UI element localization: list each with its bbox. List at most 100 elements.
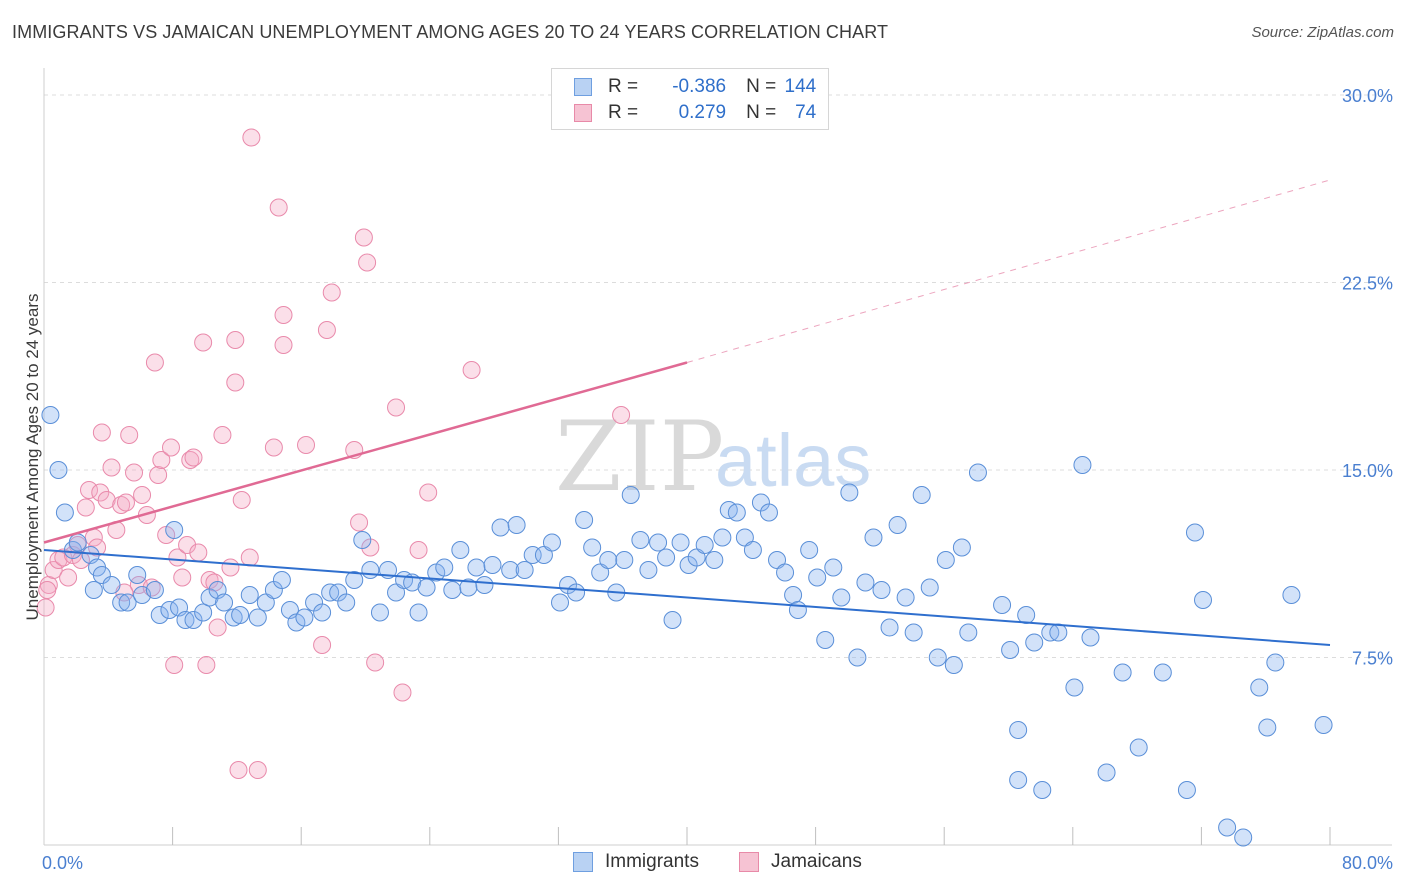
- immigrants-point: [784, 586, 803, 604]
- legend-swatch-jamaicans: [739, 852, 759, 872]
- jamaicans-point: [242, 128, 261, 147]
- immigrants-point: [1049, 623, 1068, 642]
- immigrants-point: [583, 538, 602, 557]
- legend-r-value: 0.279: [678, 102, 727, 123]
- jamaicans-point: [387, 398, 406, 417]
- jamaicans-point: [226, 331, 245, 349]
- jamaicans-point: [232, 491, 251, 509]
- immigrants-point: [993, 596, 1012, 614]
- immigrants-point: [1009, 771, 1028, 789]
- immigrants-point: [808, 568, 827, 587]
- jamaicans-point: [419, 483, 438, 502]
- jamaicans-point: [178, 536, 197, 554]
- immigrants-point: [353, 531, 372, 549]
- y-tick-label: 22.5%: [1342, 274, 1393, 294]
- immigrants-point: [501, 561, 520, 579]
- immigrants-point: [295, 608, 314, 627]
- immigrants-point: [542, 533, 561, 552]
- jamaicans-point: [221, 558, 240, 577]
- jamaicans-point: [165, 656, 184, 674]
- jamaicans-point: [125, 463, 144, 482]
- jamaicans-point: [189, 543, 208, 562]
- immigrants-point: [551, 593, 570, 612]
- immigrants-point: [491, 518, 510, 537]
- immigrants-point: [49, 461, 68, 479]
- grid-lines: [44, 94, 1392, 658]
- immigrants-point: [1194, 591, 1213, 609]
- immigrants-point: [337, 593, 356, 612]
- jamaicans-point: [313, 636, 332, 654]
- immigrants-point: [615, 551, 634, 569]
- immigrants-point: [41, 406, 60, 424]
- jamaicans-trend-line: [43, 361, 688, 544]
- immigrants-point: [567, 583, 586, 602]
- source-label: Source: ZipAtlas.com: [1251, 24, 1394, 41]
- immigrants-point: [1073, 456, 1092, 474]
- immigrants-point: [240, 586, 259, 604]
- jamaicans-point: [226, 373, 245, 392]
- legend-label-immigrants: Immigrants: [605, 851, 699, 872]
- immigrants-point: [1017, 606, 1036, 624]
- immigrants-point: [920, 578, 939, 597]
- y-tick-label: 30.0%: [1342, 86, 1393, 106]
- y-tick-label: 15.0%: [1342, 461, 1393, 481]
- immigrants-point: [231, 606, 250, 624]
- jamaicans-point: [229, 761, 248, 779]
- immigrants-point: [575, 511, 594, 529]
- immigrants-point: [417, 578, 436, 597]
- x-tick-label: 0.0%: [42, 853, 83, 873]
- immigrants-point: [904, 623, 923, 642]
- immigrants-point: [663, 611, 682, 629]
- immigrants-point: [631, 531, 650, 549]
- immigrants-point: [443, 581, 462, 599]
- jamaicans-point: [38, 581, 57, 599]
- immigrants-point: [671, 533, 690, 552]
- y-tick-label: 7.5%: [1352, 649, 1393, 669]
- immigrants-point: [483, 556, 502, 574]
- immigrants-point: [1129, 738, 1148, 757]
- legend-item-jamaicans[interactable]: Jamaicans: [739, 851, 862, 873]
- immigrants-point: [409, 603, 428, 622]
- immigrants-point: [1314, 716, 1333, 734]
- immigrants-point: [840, 483, 859, 502]
- jamaicans-point: [612, 406, 631, 424]
- immigrants-point: [788, 601, 807, 619]
- immigrants-point: [1177, 781, 1196, 799]
- immigrants-point: [459, 578, 478, 597]
- jamaicans-point: [264, 438, 283, 457]
- immigrants-point: [184, 611, 203, 629]
- jamaicans-point: [116, 493, 135, 512]
- immigrants-point: [1025, 633, 1044, 652]
- immigrants-point: [832, 588, 851, 607]
- immigrants-point: [1001, 641, 1020, 659]
- jamaicans-point: [145, 353, 164, 372]
- immigrants-point: [1033, 781, 1052, 799]
- immigrants-point: [145, 581, 164, 599]
- jamaicans-point: [92, 423, 111, 442]
- immigrants-point: [215, 593, 234, 612]
- immigrants-point: [599, 551, 618, 569]
- immigrants-point: [370, 603, 389, 622]
- legend-item-immigrants[interactable]: Immigrants: [573, 851, 699, 873]
- immigrants-point: [864, 528, 883, 547]
- legend-n-label: N =: [746, 102, 777, 123]
- jamaicans-point: [173, 568, 192, 587]
- immigrants-point: [705, 551, 724, 569]
- immigrants-point: [118, 593, 137, 612]
- immigrants-point: [68, 533, 87, 552]
- immigrants-point: [848, 648, 867, 667]
- immigrants-trend-line: [43, 549, 1331, 646]
- jamaicans-point: [409, 541, 428, 559]
- immigrants-point: [649, 533, 668, 552]
- jamaicans-point: [152, 451, 171, 469]
- jamaicans-point: [393, 683, 412, 702]
- immigrants-point: [928, 648, 947, 667]
- jamaicans-point: [274, 336, 293, 354]
- immigrants-point: [1185, 523, 1204, 542]
- immigrants-point: [102, 576, 121, 594]
- jamaicans-point: [181, 451, 200, 469]
- legend-n-value: 144: [784, 76, 817, 97]
- immigrants-point: [880, 618, 899, 637]
- immigrants-point: [1081, 628, 1100, 647]
